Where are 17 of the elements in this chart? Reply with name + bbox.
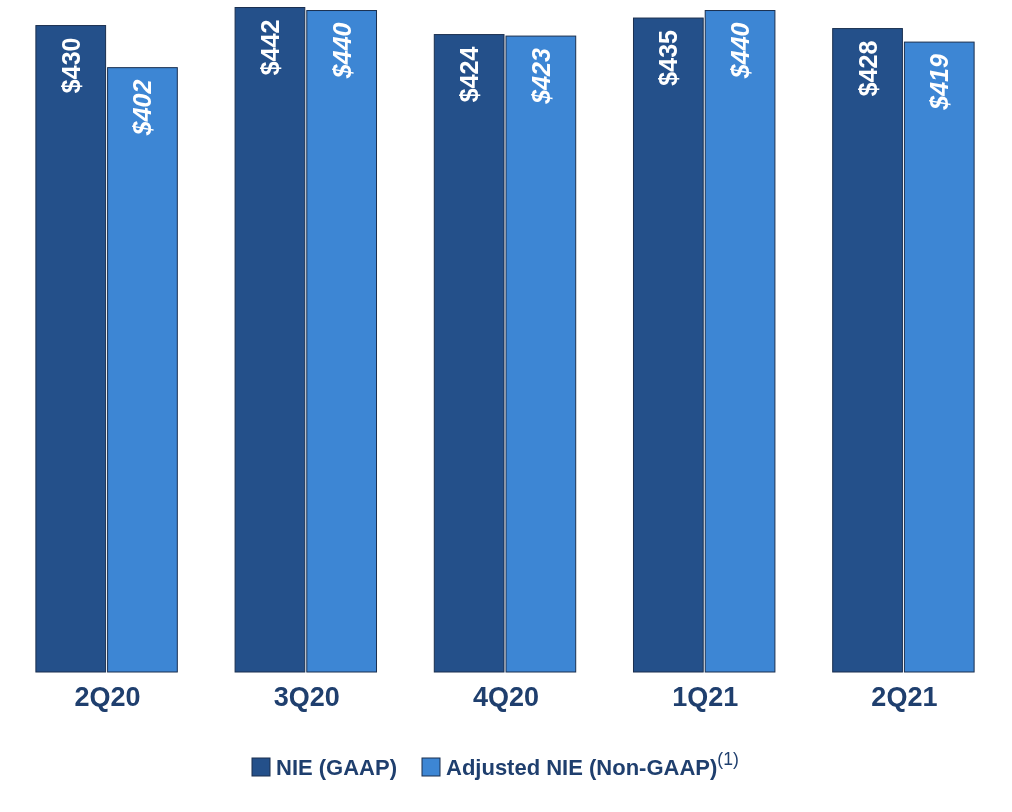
data-label: $440 [327, 22, 356, 80]
legend-label: Adjusted NIE (Non-GAAP)$^{(1)}$ [446, 749, 739, 780]
data-label: $428 [853, 40, 882, 97]
x-tick-label: 2Q20 [74, 682, 141, 712]
data-label: $423 [526, 47, 555, 105]
x-tick-label: 1Q21 [672, 682, 739, 712]
data-label: $402 [128, 79, 157, 137]
data-label: $424 [455, 46, 484, 103]
x-tick-label: 2Q21 [871, 682, 938, 712]
legend-label: NIE (GAAP) [276, 755, 397, 780]
data-label: $419 [925, 54, 954, 111]
data-label: $430 [56, 37, 85, 94]
data-label: $440 [726, 22, 755, 80]
x-tick-label: 3Q20 [273, 682, 340, 712]
x-tick-label: 4Q20 [472, 682, 540, 712]
data-label: $442 [255, 19, 284, 76]
data-label: $435 [654, 29, 683, 86]
